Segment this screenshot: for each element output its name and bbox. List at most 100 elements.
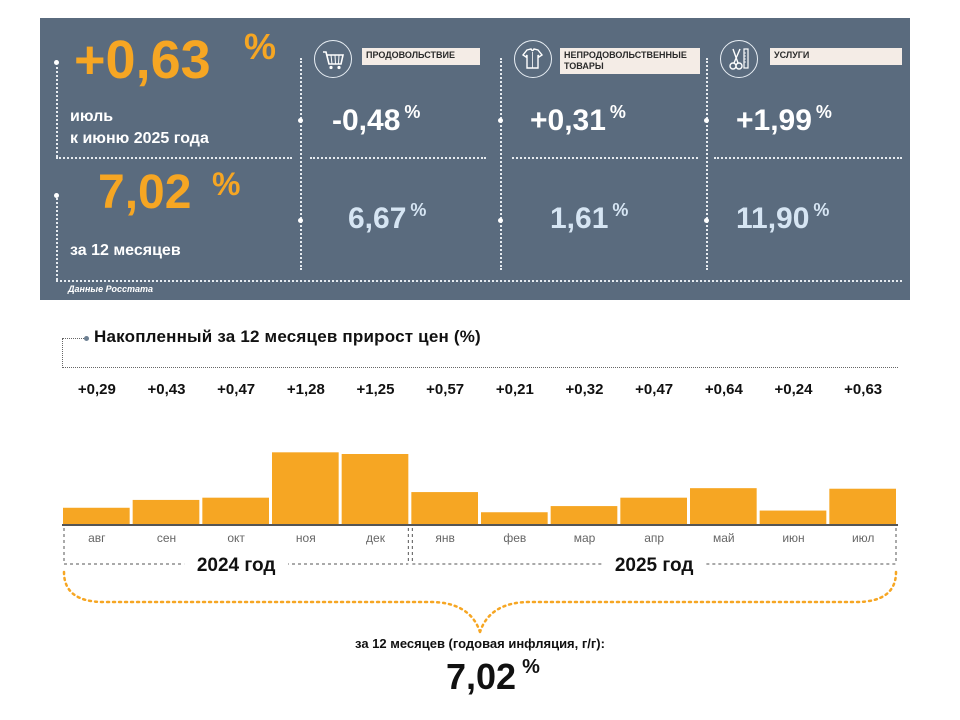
category-label-nonfood: НЕПРОДОВОЛЬСТВЕННЫЕ ТОВАРЫ: [560, 48, 700, 74]
bar-фев: [481, 512, 548, 524]
monthly-inflation-value: +0,63: [74, 30, 211, 90]
value-label: +1,25: [357, 381, 395, 398]
divider: [56, 280, 902, 282]
bullet-dot: [498, 218, 503, 223]
month-label: апр: [644, 531, 664, 545]
month-label: ноя: [296, 531, 316, 545]
bullet-dot: [298, 218, 303, 223]
month-label: сен: [157, 531, 176, 545]
bar-апр: [620, 497, 687, 524]
food-monthly-pct: %: [404, 102, 421, 122]
nonfood-annual-pct: %: [612, 200, 629, 220]
divider: [512, 157, 698, 159]
nonfood-annual-value: 1,61%: [550, 200, 629, 236]
services-annual-value: 11,90%: [736, 200, 830, 236]
divider: [310, 157, 486, 159]
bar-май: [690, 488, 757, 524]
bar-сен: [132, 499, 200, 524]
food-annual-number: 6,67: [348, 202, 407, 235]
monthly-caption-base: к июню 2025 года: [70, 130, 209, 147]
food-monthly-value: -0,48%: [332, 102, 421, 138]
bullet-dot: [54, 193, 59, 198]
bullet-dot: [298, 118, 303, 123]
data-source-note: Данные Росстата: [68, 284, 153, 294]
bullet-dot: [704, 118, 709, 123]
chart-title-frame: [62, 338, 84, 339]
bar-янв: [411, 492, 478, 524]
nonfood-monthly-number: +0,31: [530, 104, 606, 137]
bar-июл: [829, 488, 896, 524]
scissors-comb-icon: [720, 40, 758, 78]
value-label: +0,29: [78, 381, 116, 398]
chart-title: Накопленный за 12 месяцев прирост цен (%…: [94, 327, 481, 346]
category-label-food: ПРОДОВОЛЬСТВИЕ: [362, 48, 480, 65]
divider: [56, 195, 58, 280]
annual-inflation-pct: %: [212, 166, 241, 202]
services-monthly-number: +1,99: [736, 104, 812, 137]
value-label: +0,43: [148, 381, 186, 398]
value-label: +0,47: [635, 381, 673, 398]
divider: [56, 62, 58, 157]
month-label: янв: [435, 531, 455, 545]
services-monthly-pct: %: [815, 102, 832, 122]
value-label: +0,47: [217, 381, 255, 398]
divider: [500, 58, 502, 270]
month-label: июн: [782, 531, 804, 545]
month-label: авг: [88, 531, 106, 545]
services-monthly-value: +1,99%: [736, 102, 832, 138]
month-label: фев: [503, 531, 526, 545]
bar-авг: [63, 507, 130, 524]
year-label: 2025 год: [615, 555, 694, 576]
annual-total-number: 7,02: [446, 656, 517, 697]
bar-июн: [759, 510, 827, 524]
month-label: мар: [574, 531, 596, 545]
value-label: +0,57: [426, 381, 464, 398]
year-label-bg: [602, 552, 707, 576]
monthly-caption-month: июль: [70, 108, 114, 125]
month-label: окт: [227, 531, 245, 545]
divider: [56, 157, 292, 159]
bullet-dot: [84, 336, 89, 341]
food-annual-pct: %: [410, 200, 427, 220]
bullet-dot: [54, 60, 59, 65]
divider: [706, 58, 708, 270]
food-monthly-number: -0,48: [332, 104, 401, 137]
year-label: 2024 год: [197, 555, 276, 576]
monthly-inflation-pct: %: [244, 26, 277, 67]
chart-title-frame: [62, 338, 63, 368]
year-label-bg: [184, 552, 289, 576]
annual-total-pct: %: [522, 656, 540, 678]
nonfood-monthly-pct: %: [609, 102, 626, 122]
value-label: +0,32: [566, 381, 604, 398]
bar-ноя: [272, 452, 339, 524]
annual-total-value: 7,02%: [446, 656, 540, 698]
services-annual-number: 11,90: [736, 202, 810, 235]
bullet-dot: [498, 118, 503, 123]
value-label: +0,21: [496, 381, 534, 398]
value-label: +0,63: [844, 381, 882, 398]
nonfood-annual-number: 1,61: [550, 202, 609, 235]
food-annual-value: 6,67%: [348, 200, 427, 236]
bar-мар: [550, 506, 618, 524]
month-label: май: [713, 531, 735, 545]
annual-total-caption: за 12 месяцев (годовая инфляция, г/г):: [355, 636, 605, 651]
chart-title-frame: [62, 367, 898, 368]
bar-дек: [341, 454, 409, 524]
bar-окт: [202, 497, 269, 524]
total-brace: [62, 570, 898, 634]
divider: [714, 157, 902, 159]
bullet-dot: [704, 218, 709, 223]
shopping-cart-icon: [314, 40, 352, 78]
month-label: июл: [852, 531, 874, 545]
annual-caption: за 12 месяцев: [70, 242, 181, 259]
divider: [300, 58, 302, 270]
summary-panel: [40, 18, 910, 300]
category-label-services: УСЛУГИ: [770, 48, 902, 65]
nonfood-monthly-value: +0,31%: [530, 102, 626, 138]
value-label: +0,24: [775, 381, 814, 398]
services-annual-pct: %: [813, 200, 830, 220]
value-label: +1,28: [287, 381, 325, 398]
month-label: дек: [366, 531, 386, 545]
clothing-icon: [514, 40, 552, 78]
annual-inflation-value: 7,02: [98, 166, 192, 219]
